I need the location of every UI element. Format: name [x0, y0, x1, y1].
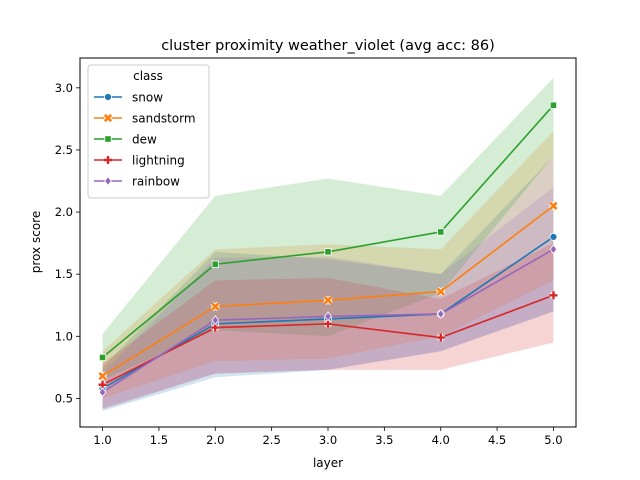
point-rainbow	[211, 315, 220, 326]
point-sandstorm	[323, 295, 333, 306]
point-dew	[437, 228, 445, 236]
y-tick-label: 1.5	[55, 267, 73, 281]
legend-item-sandstorm: sandstorm	[94, 112, 196, 126]
legend-title: class	[133, 69, 163, 83]
legend-box	[87, 64, 210, 199]
x-tick-label: 4.0	[432, 433, 450, 447]
point-sandstorm	[97, 371, 108, 381]
point-dew	[324, 248, 332, 256]
y-axis-ticks: 0.5 1.0 1.5 2.0 2.5 3.0	[55, 81, 80, 405]
legend-label: snow	[132, 91, 163, 105]
x-tick-label: 1.5	[150, 433, 168, 447]
legend-marker	[104, 156, 112, 164]
x-tick-label: 2.5	[262, 433, 280, 447]
legend-item-rainbow: rainbow	[94, 175, 180, 189]
y-axis-label: prox score	[29, 211, 43, 273]
y-tick-label: 0.5	[55, 391, 73, 405]
y-tick-label: 2.0	[55, 205, 73, 219]
point-dew	[98, 353, 107, 362]
point-rainbow	[324, 311, 332, 322]
legend-item-lightning: lightning	[94, 154, 185, 168]
legend: class snow sandstorm dew lightning rainbow	[87, 64, 210, 199]
point-rainbow	[98, 387, 107, 398]
x-tick-label: 5.0	[544, 433, 562, 447]
series-markers	[97, 101, 559, 398]
point-rainbow	[436, 308, 445, 319]
point-sandstorm	[210, 301, 221, 312]
point-dew	[549, 101, 558, 109]
legend-label: dew	[132, 133, 157, 147]
legend-label: lightning	[132, 154, 185, 168]
chart-title: cluster proximity weather_violet (avg ac…	[161, 38, 495, 54]
band-sandstorm	[102, 131, 554, 399]
x-tick-label: 3.5	[375, 433, 393, 447]
band-snow	[102, 156, 554, 411]
legend-label: rainbow	[132, 175, 180, 189]
x-tick-label: 3.0	[319, 433, 337, 447]
y-tick-label: 1.0	[55, 329, 73, 343]
legend-marker	[103, 113, 113, 123]
legend-marker	[104, 93, 112, 101]
point-snow	[549, 233, 558, 241]
point-rainbow	[549, 244, 558, 255]
point-sandstorm	[548, 201, 559, 211]
x-tick-label: 1.0	[93, 433, 111, 447]
x-axis-ticks: 1.0 1.5 2.0 2.5 3.0 3.5 4.0 4.5 5.0	[93, 427, 563, 447]
x-tick-label: 2.0	[206, 433, 224, 447]
point-lightning	[549, 291, 558, 300]
point-lightning	[436, 333, 445, 342]
point-dew	[211, 260, 219, 268]
legend-marker	[104, 135, 112, 143]
legend-label: sandstorm	[132, 112, 196, 126]
legend-item-snow: snow	[94, 91, 163, 105]
y-tick-label: 2.5	[55, 143, 73, 157]
x-tick-label: 4.5	[488, 433, 506, 447]
legend-marker	[104, 176, 112, 186]
legend-item-dew: dew	[94, 133, 157, 147]
y-tick-label: 3.0	[55, 81, 73, 95]
point-sandstorm	[435, 286, 446, 297]
x-axis-label: layer	[313, 456, 343, 470]
